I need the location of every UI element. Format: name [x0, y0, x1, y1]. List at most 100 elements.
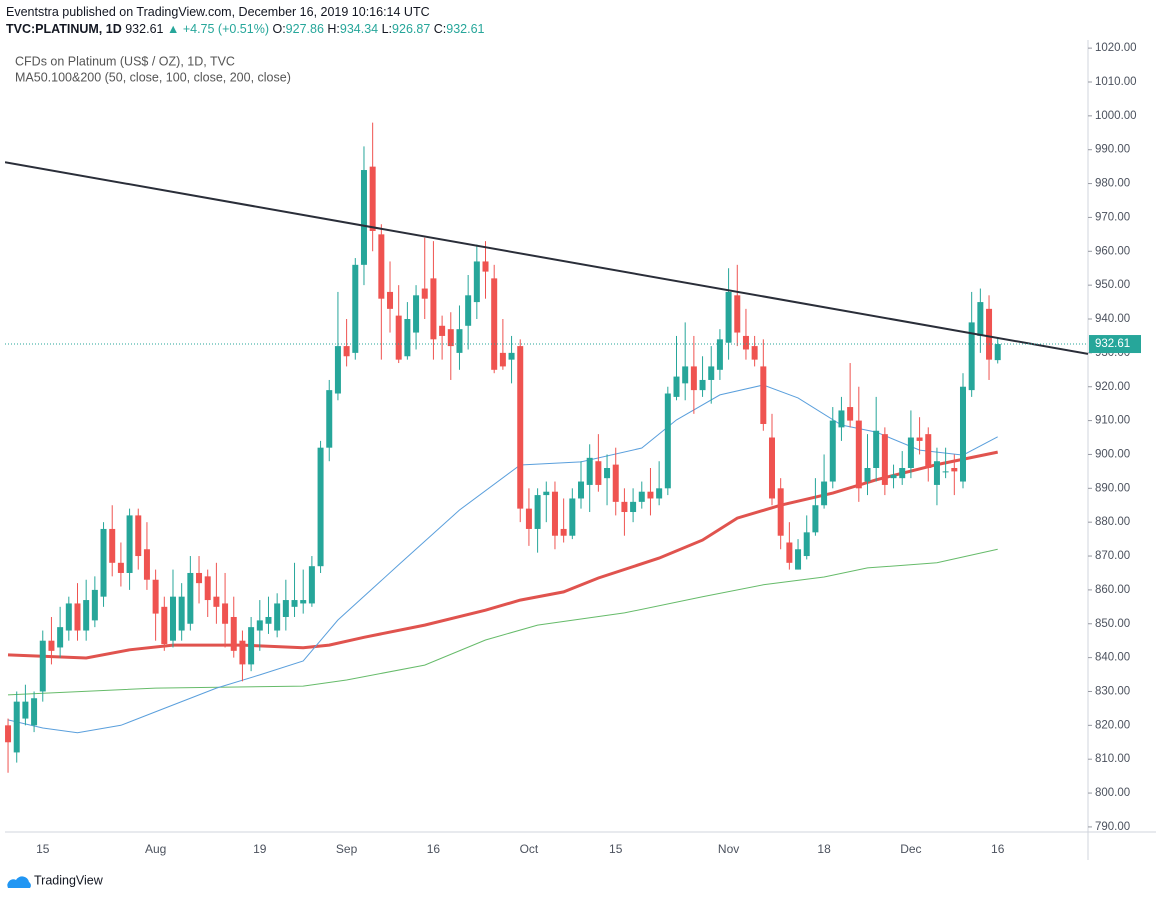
candle-body [543, 491, 550, 496]
y-tick-label: 970.00 [1095, 211, 1130, 223]
last: 932.61 [125, 22, 164, 36]
price-label: 932.61 [1095, 338, 1130, 350]
candle-body [534, 495, 541, 529]
candle-body [404, 319, 411, 357]
candle-body [430, 278, 437, 340]
y-tick-label: 830.00 [1095, 686, 1130, 698]
candle-body [308, 566, 315, 604]
y-tick-label: 900.00 [1095, 448, 1130, 460]
candle-body [31, 698, 38, 726]
plot [5, 122, 1088, 773]
candle-body [916, 437, 923, 441]
candle-body [265, 616, 272, 624]
candle-body [465, 295, 472, 326]
y-tick-label: 820.00 [1095, 719, 1130, 731]
x-tick-label: Dec [900, 842, 921, 856]
candle-body [491, 278, 498, 370]
candle-body [525, 508, 532, 529]
moving-average [7, 384, 998, 734]
candle-body [925, 434, 932, 468]
y-tick-label: 950.00 [1095, 279, 1130, 291]
y-tick-label: 890.00 [1095, 482, 1130, 494]
candle-body [673, 376, 680, 397]
y-tick-label: 1000.00 [1095, 110, 1137, 122]
candle-body [65, 603, 72, 631]
ohlc-value: 934.34 [339, 22, 379, 36]
candle-body [74, 603, 81, 631]
y-tick-label: 1010.00 [1095, 76, 1137, 88]
candle-body [204, 576, 211, 601]
candle-body [647, 491, 654, 499]
candle-body [508, 352, 515, 360]
candle-body [803, 532, 810, 557]
candle-body [933, 461, 940, 485]
candle-body [907, 437, 914, 468]
candle-body [343, 346, 350, 357]
candle-body [569, 498, 576, 536]
candle-body [690, 366, 697, 391]
candle-body [326, 390, 333, 448]
candle-body [369, 166, 376, 231]
candle-body [560, 528, 567, 536]
candle-body [499, 352, 506, 367]
candle-body [829, 420, 836, 482]
candle-body [143, 549, 150, 580]
candle-body [222, 603, 229, 624]
x-tick-label: 16 [427, 842, 441, 856]
candle-body [656, 488, 663, 499]
candle-body [447, 329, 454, 347]
candle-body [152, 579, 159, 614]
header: Eventstra published on TradingView.com, … [6, 4, 485, 38]
candle-body [230, 616, 237, 651]
candle-body [855, 420, 862, 489]
y-tick-label: 870.00 [1095, 550, 1130, 562]
publisher: Eventstra published on TradingView.com, … [6, 5, 430, 19]
candle-body [22, 701, 29, 719]
candle-body [699, 379, 706, 391]
y-tick-label: 840.00 [1095, 652, 1130, 664]
candle-body [48, 640, 55, 651]
candle-body [725, 291, 732, 343]
candle-body [213, 596, 220, 607]
candle-body [439, 325, 446, 336]
candle-body [551, 491, 558, 536]
candle-body [682, 366, 689, 384]
candle-body [169, 596, 176, 641]
y-tick-label: 940.00 [1095, 313, 1130, 325]
candle-body [117, 562, 124, 573]
candle-body [864, 467, 871, 482]
ohlc-label: L: [381, 22, 393, 36]
ohlc-label: C: [433, 22, 447, 36]
ohlc-value: 926.87 [392, 22, 431, 36]
candle-body [578, 481, 585, 499]
candle-body [100, 528, 107, 597]
y-tick-label: 850.00 [1095, 618, 1130, 630]
moving-average [7, 548, 998, 696]
candle-body [196, 572, 203, 584]
candle-body [873, 430, 880, 468]
y-tick-label: 1020.00 [1095, 42, 1137, 54]
candle-body [83, 600, 90, 631]
change-arrow: ▲ [166, 22, 180, 36]
candle-body [786, 542, 793, 563]
candle-body [664, 393, 671, 489]
candle-body [708, 366, 715, 380]
candle-body [126, 515, 133, 573]
chart-subtitle: MA50.100&200 (50, close, 100, close, 200… [15, 70, 291, 84]
candle-body [847, 407, 854, 421]
x-tick-label: 15 [609, 842, 623, 856]
candle-body [239, 640, 246, 665]
candle-body [586, 457, 593, 485]
x-tick-label: 18 [817, 842, 831, 856]
moving-average [7, 450, 999, 660]
candle-body [604, 467, 611, 479]
candle-body [716, 339, 723, 370]
candle-body [57, 627, 64, 648]
y-tick-label: 960.00 [1095, 245, 1130, 257]
candle-body [751, 346, 758, 360]
candle-body [473, 261, 480, 303]
candle-body [413, 295, 420, 333]
ohlc-value: 927.86 [285, 22, 324, 36]
symbol: TVC:PLATINUM, 1D [6, 22, 122, 36]
